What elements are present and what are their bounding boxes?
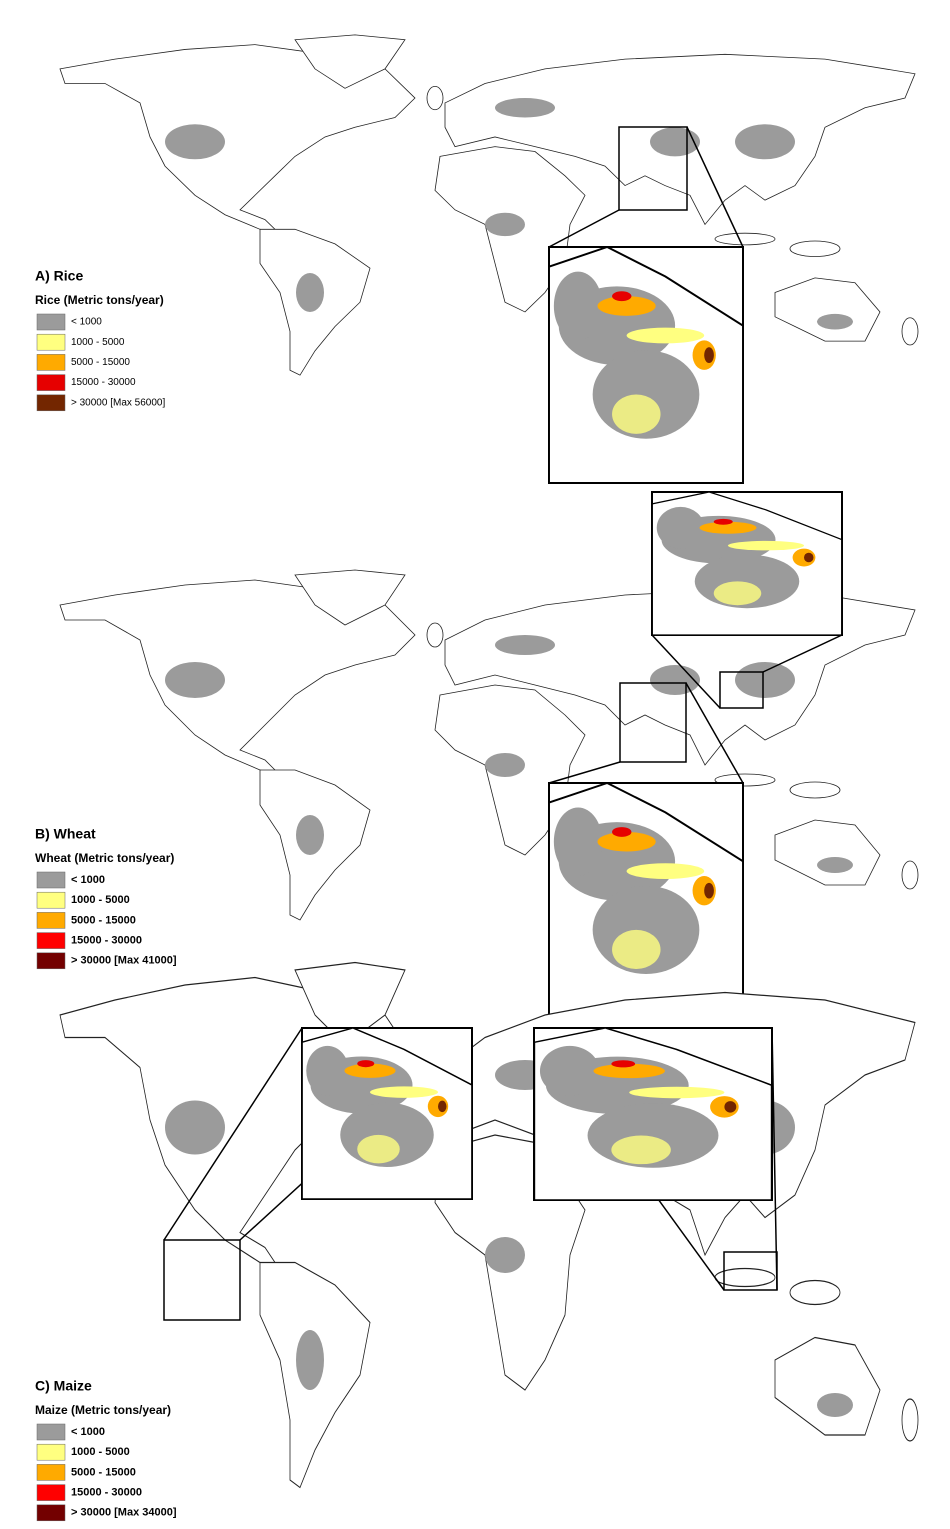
legend-swatch <box>36 891 66 909</box>
legend-swatch <box>36 374 66 391</box>
legend-swatch <box>36 313 66 331</box>
map-wheat <box>59 491 919 1019</box>
legend-label: 5000 - 15000 <box>71 1466 136 1478</box>
legend-label: < 1000 <box>71 317 102 328</box>
legend-label: 15000 - 30000 <box>71 1487 142 1499</box>
legend-label: 5000 - 15000 <box>71 357 130 368</box>
legend-swatch <box>36 354 66 371</box>
panel-title: A) Rice <box>35 268 83 284</box>
legend-swatch <box>36 1443 66 1461</box>
legend-label: 1000 - 5000 <box>71 894 130 906</box>
legend-swatch <box>36 932 66 949</box>
map-maize <box>59 961 919 1489</box>
legend-swatch <box>36 333 66 351</box>
legend-swatch <box>36 912 66 929</box>
panel-title: C) Maize <box>35 1378 92 1394</box>
legend-label: 15000 - 30000 <box>71 377 136 388</box>
legend-title: Rice (Metric tons/year) <box>35 293 164 307</box>
legend-label: < 1000 <box>71 874 105 886</box>
legend-swatch <box>36 871 66 889</box>
legend-label: > 30000 [Max 56000] <box>71 397 165 408</box>
legend-swatch <box>36 394 66 412</box>
legend-label: < 1000 <box>71 1426 105 1438</box>
legend-label: 5000 - 15000 <box>71 914 136 926</box>
legend-swatch <box>36 952 66 970</box>
legend-swatch <box>36 1423 66 1441</box>
legend-label: 1000 - 5000 <box>71 337 125 348</box>
legend-title: Maize (Metric tons/year) <box>35 1403 171 1417</box>
legend-label: 1000 - 5000 <box>71 1446 130 1458</box>
legend-swatch <box>36 1504 66 1522</box>
legend-swatch <box>36 1484 66 1501</box>
legend-title: Wheat (Metric tons/year) <box>35 851 174 865</box>
legend-label: > 30000 [Max 41000] <box>71 955 177 967</box>
legend-label: 15000 - 30000 <box>71 935 142 947</box>
legend-swatch <box>36 1464 66 1481</box>
map-rice <box>59 34 919 484</box>
legend-label: > 30000 [Max 34000] <box>71 1507 177 1519</box>
panel-title: B) Wheat <box>35 826 96 842</box>
legends: A) Rice Rice (Metric tons/year) < 1000 1000… <box>35 268 177 1522</box>
